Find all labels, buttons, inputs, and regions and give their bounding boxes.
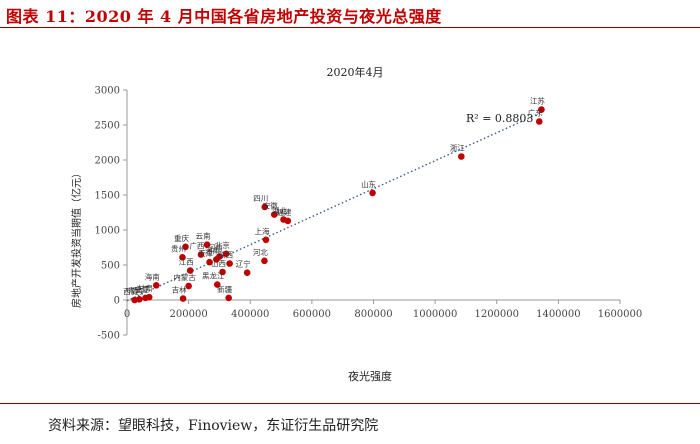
bottom-rule xyxy=(0,403,700,404)
data-point xyxy=(261,203,269,211)
data-point xyxy=(185,282,192,290)
y-tick-label: 3000 xyxy=(95,86,120,97)
top-rule xyxy=(0,27,700,28)
point-label: 湖北 xyxy=(272,207,287,216)
data-point xyxy=(131,296,139,304)
data-point xyxy=(213,256,220,263)
y-tick-label: -500 xyxy=(98,331,120,342)
x-tick-label: 0 xyxy=(124,309,130,320)
data-point xyxy=(219,268,226,276)
data-point xyxy=(369,189,376,197)
data-point xyxy=(538,106,545,113)
point-label: 贵州 xyxy=(171,243,186,253)
point-label: 河南 xyxy=(208,243,223,253)
point-label: 广东 xyxy=(528,108,543,118)
point-label: 江西 xyxy=(179,258,194,267)
r-squared-annotation: R² = 0.8803 xyxy=(466,112,533,125)
x-tick-label: 1400000 xyxy=(536,309,581,320)
data-point xyxy=(152,282,160,289)
y-tick-label: 0 xyxy=(114,296,120,307)
point-label: 甘肃 xyxy=(138,283,153,293)
data-point xyxy=(213,281,221,288)
point-label: 陕西 xyxy=(218,250,233,260)
data-point xyxy=(262,236,270,244)
point-label: 云南 xyxy=(196,231,211,241)
data-point xyxy=(225,294,232,302)
source-note: 资料来源：望眼科技，Finoview，东证衍生品研究院 xyxy=(48,418,379,434)
point-label: 上海 xyxy=(254,226,269,236)
point-label: 海南 xyxy=(145,271,160,281)
y-tick-label: 1500 xyxy=(95,191,120,202)
point-label: 天津 xyxy=(198,249,213,258)
point-label: 山东 xyxy=(361,179,376,189)
data-points xyxy=(131,106,545,304)
point-label: 福建 xyxy=(276,207,291,217)
data-point xyxy=(186,267,194,274)
data-point xyxy=(179,295,187,302)
chart-title: 2020年4月 xyxy=(327,65,384,79)
point-label: 江苏 xyxy=(530,96,545,106)
x-axis-label: 夜光强度 xyxy=(348,369,392,383)
point-label: 内蒙古 xyxy=(173,272,196,282)
axes: -500 0 500 1000 1500 2000 2500 3000 0 200000 40000… xyxy=(95,86,643,342)
point-label: 安徽 xyxy=(263,201,278,211)
point-label: 辽宁 xyxy=(236,259,251,269)
data-point xyxy=(203,241,211,248)
point-label: 湖南 xyxy=(205,245,220,255)
point-label: 黑龙江 xyxy=(202,271,225,281)
data-point xyxy=(284,217,292,225)
y-tick-label: 1000 xyxy=(95,226,120,237)
data-point xyxy=(182,243,189,251)
y-axis-label: 房地产开发投资当期值（亿元） xyxy=(70,168,83,308)
data-point xyxy=(261,257,268,265)
point-label: 四川 xyxy=(253,194,268,203)
data-point xyxy=(142,294,149,302)
point-label: 浙江 xyxy=(450,143,465,153)
x-tick-label: 1600000 xyxy=(598,309,643,320)
data-point xyxy=(243,269,251,276)
point-label: 西藏 xyxy=(123,286,138,296)
x-tick-label: 800000 xyxy=(354,309,392,320)
x-tick-label: 200000 xyxy=(170,309,208,320)
point-label: 北京 xyxy=(215,240,230,250)
x-tick-label: 1000000 xyxy=(413,309,458,320)
data-point xyxy=(535,118,543,125)
point-label: 重庆 xyxy=(174,233,189,243)
data-point xyxy=(270,211,278,218)
y-tick-label: 2000 xyxy=(95,156,120,167)
x-tick-label: 400000 xyxy=(231,309,269,320)
scatter-chart: 2020年4月 -500 0 500 1000 1500 2000 2500 3000 0 200… xyxy=(70,65,643,383)
y-tick-label: 2500 xyxy=(95,121,120,132)
data-point xyxy=(222,250,230,258)
trendline-path xyxy=(126,111,544,302)
data-point xyxy=(206,258,213,266)
data-point xyxy=(179,254,186,261)
point-label: 河北 xyxy=(253,248,268,257)
x-tick-label: 600000 xyxy=(293,309,331,320)
point-label: 青海 xyxy=(128,285,143,295)
point-label: 广西 xyxy=(189,241,204,251)
point-label: 山西 xyxy=(211,258,226,268)
data-point xyxy=(197,251,205,258)
y-tick-label: 500 xyxy=(101,261,120,272)
point-label: 宁夏 xyxy=(134,284,149,294)
x-tick-label: 1200000 xyxy=(474,309,519,320)
data-point xyxy=(458,153,465,160)
point-label: 新疆 xyxy=(217,284,232,294)
point-label: 吉林 xyxy=(172,285,187,295)
figure-title: 图表 11：2020 年 4 月中国各省房地产投资与夜光总强度 xyxy=(6,7,442,26)
trendline xyxy=(126,111,544,302)
data-point xyxy=(226,260,233,267)
